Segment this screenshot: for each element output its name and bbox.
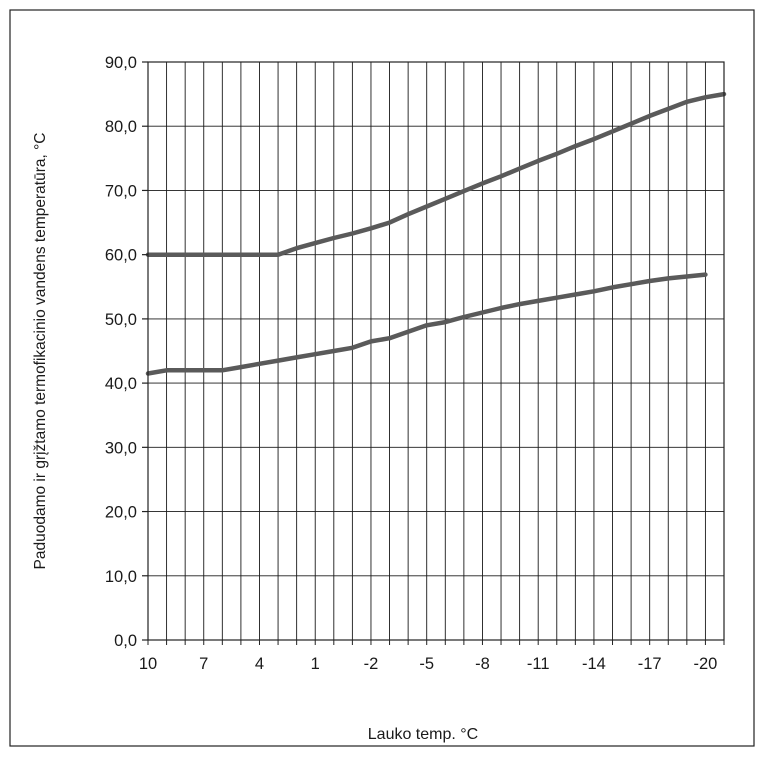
series-lines (145, 91, 727, 376)
x-axis-label: Lauko temp. °C (368, 726, 478, 743)
y-axis-label: Paduodamo ir grįžtamo termofikacinio van… (32, 133, 49, 570)
y-tick-label: 40,0 (105, 375, 137, 393)
y-tick-label: 30,0 (105, 439, 137, 457)
y-tick-label: 60,0 (105, 247, 137, 265)
x-tick-label: -11 (527, 655, 550, 673)
x-tick-label: -2 (364, 655, 379, 673)
y-tick-label: 20,0 (105, 504, 137, 522)
x-tick-label: -5 (419, 655, 434, 673)
y-tick-label: 50,0 (105, 311, 137, 329)
x-tick-label: -8 (475, 655, 490, 673)
x-tick-label: -14 (582, 655, 606, 673)
x-tick-label: 4 (255, 655, 264, 673)
figure-border (9, 9, 755, 747)
y-tick-label: 0,0 (114, 632, 137, 650)
series-line-1 (145, 91, 727, 257)
y-tick-label: 10,0 (105, 568, 137, 586)
x-tick-label: -20 (693, 655, 717, 673)
y-tick-label: 90,0 (105, 54, 137, 72)
x-tick-label: 7 (199, 655, 208, 673)
x-tick-label: 10 (139, 655, 157, 673)
x-tick-label: 1 (311, 655, 320, 673)
plot-area-frame (147, 61, 725, 641)
y-tick-label: 70,0 (105, 182, 137, 200)
y-tick-label: 80,0 (105, 118, 137, 136)
x-tick-label: -17 (638, 655, 662, 673)
series-line-2 (145, 272, 708, 376)
axis-ticks: 0,0 10,0 20,0 30,0 40,0 50,0 60,0 70,0 80,0 90,0 1… (105, 54, 725, 673)
